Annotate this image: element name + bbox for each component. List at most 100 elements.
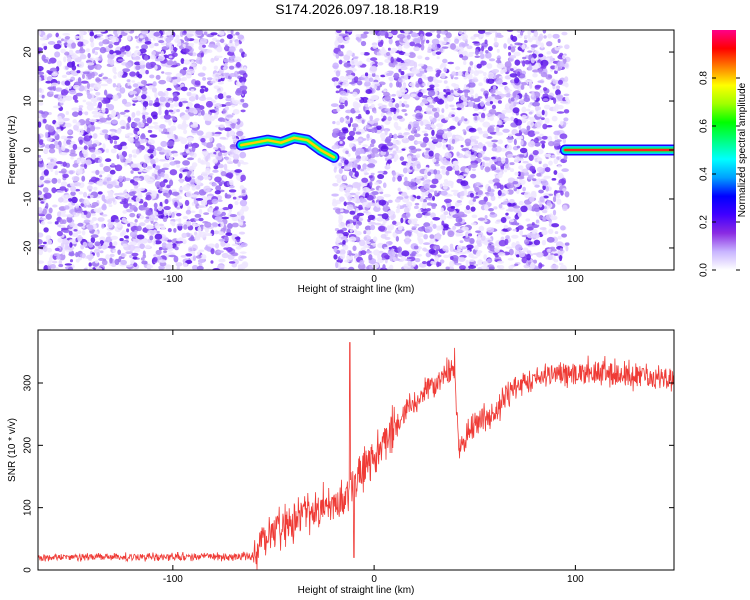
spectrogram-cell (516, 254, 520, 258)
spectrogram-cell (134, 35, 139, 39)
spectrogram-cell (235, 89, 243, 96)
spectrogram-cell (365, 250, 372, 254)
spectrogram-cell (72, 94, 78, 101)
spectrogram-cell (239, 199, 248, 207)
spectrogram-cell (187, 170, 192, 175)
spectrogram-cell (544, 117, 550, 124)
spectrogram-cell (166, 140, 175, 147)
spectrogram-cell (180, 254, 187, 258)
spectrogram-cell (229, 179, 234, 186)
spectrogram-cell (556, 111, 565, 114)
spectrogram-cell (66, 135, 74, 139)
spectrogram-cell (561, 168, 569, 173)
spectrogram-cell (392, 220, 397, 225)
spectrogram-cell (64, 205, 70, 210)
spectrogram-cell (352, 167, 357, 173)
spectrogram-cell (332, 128, 340, 134)
spectrogram-cell (158, 223, 165, 227)
spectrogram-cell (73, 124, 79, 131)
spectrogram-cell (82, 253, 86, 259)
spectrogram-cell (38, 139, 44, 146)
spectrogram-cell (113, 241, 118, 246)
spectrogram-cell (70, 191, 76, 196)
spectrogram-cell (347, 195, 353, 202)
spectrogram-cell (229, 153, 234, 158)
spectrogram-cell (489, 115, 495, 121)
spectrogram-cell (551, 223, 560, 228)
spectrogram-cell (421, 98, 427, 103)
spectrogram-cell (417, 55, 423, 60)
spectrogram-cell (373, 249, 380, 256)
spectrogram-cell (228, 261, 236, 264)
spectrogram-cell (87, 224, 94, 231)
spectrogram-cell (454, 116, 459, 123)
spectrogram-cell (108, 43, 114, 49)
spectrogram-cell (109, 49, 115, 55)
spectrogram-cell (224, 156, 230, 161)
spectrogram-cell (197, 72, 206, 77)
spectrogram-cell (428, 248, 436, 254)
spectrogram-cell (542, 123, 548, 130)
spectrogram-cell (529, 262, 535, 270)
spectrogram-cell (193, 191, 200, 196)
spectrogram-cell (155, 74, 161, 80)
colorbar-tick-label: 0.0 (699, 263, 710, 277)
spectrogram-cell (125, 61, 132, 69)
spectrogram-cell (95, 91, 101, 96)
spectrogram-cell (343, 209, 350, 214)
spectrogram-cell (123, 161, 128, 167)
spectrogram-cell (419, 197, 424, 202)
spectrogram-cell (142, 250, 146, 257)
colorbar-tick-label: 0.6 (699, 119, 710, 133)
spectrogram-cell (464, 264, 470, 270)
spectrogram-cell (149, 134, 158, 138)
spectrogram-cell (514, 133, 522, 137)
spectrogram-cell (364, 225, 372, 231)
spectrogram-cell (430, 123, 435, 129)
spectrogram-cell (514, 263, 519, 267)
spectrogram-cell (158, 259, 167, 263)
spectrogram-cell (142, 169, 150, 173)
spectrogram-cell (332, 62, 339, 70)
spectrogram-cell (551, 254, 556, 261)
spectrogram-cell (97, 217, 105, 222)
spectrogram-cell (228, 60, 235, 63)
spectrogram-cell (348, 130, 356, 137)
spectrogram-cell (449, 104, 455, 108)
spectrogram-cell (428, 43, 432, 48)
spectrogram-cell (363, 234, 372, 242)
spectrogram-cell (234, 200, 239, 206)
spectrogram-cell (496, 62, 504, 69)
spectrogram-cell (82, 99, 87, 103)
spectrogram-cell (547, 254, 553, 261)
spectrogram-cell (390, 30, 398, 36)
spectrogram-cell (168, 30, 172, 34)
spectrogram-cell (212, 158, 219, 164)
spectrogram-cell (487, 46, 493, 52)
spectrogram-cell (492, 85, 497, 90)
spectrogram-cell (211, 37, 218, 41)
spectrogram-cell (215, 185, 222, 191)
spectrogram-cell (140, 133, 146, 138)
spectrogram-cell (179, 179, 184, 184)
spectrogram-cell (122, 210, 128, 214)
spectrogram-cell (199, 37, 208, 44)
spectrogram-cell (231, 222, 239, 228)
spectrogram-cell (504, 107, 510, 110)
spectrogram-cell (129, 212, 136, 218)
spectrogram-cell (361, 119, 365, 124)
spectrogram-cell (492, 178, 500, 183)
spectrogram-cell (355, 36, 360, 41)
spectrogram-cell (214, 131, 222, 135)
spectrogram-cell (387, 251, 392, 255)
spectrogram-cell (227, 51, 235, 56)
spectrogram-cell (168, 55, 173, 59)
spectrogram-cell (533, 233, 540, 239)
spectrogram-cell (342, 81, 349, 87)
spectrogram-cell (111, 135, 120, 141)
spectrogram-cell (234, 236, 241, 240)
spectrogram-cell (367, 145, 372, 152)
spectrogram-cell (369, 65, 378, 72)
spectrogram-cell (200, 137, 206, 143)
spectrogram-cell (105, 117, 112, 121)
